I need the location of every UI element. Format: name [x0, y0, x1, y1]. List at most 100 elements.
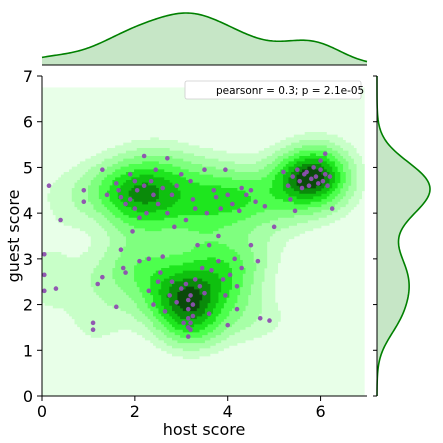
scatter-point	[207, 311, 212, 316]
scatter-point	[318, 167, 323, 172]
scatter-point	[195, 243, 200, 248]
scatter-point	[100, 167, 105, 172]
scatter-point	[186, 307, 191, 312]
scatter-point	[119, 195, 124, 200]
scatter-point	[100, 275, 105, 280]
scatter-point	[249, 243, 254, 248]
scatter-point	[237, 209, 242, 214]
scatter-point	[202, 167, 207, 172]
scatter-point	[311, 165, 316, 170]
scatter-point	[151, 302, 156, 307]
scatter-point	[160, 186, 165, 191]
scatter-point	[318, 158, 323, 163]
scatter-point	[186, 316, 191, 321]
scatter-point	[142, 154, 147, 159]
scatter-point	[54, 286, 59, 291]
scatter-point	[186, 334, 191, 339]
scatter-point	[156, 202, 161, 207]
scatter-point	[137, 259, 142, 264]
scatter-point	[47, 183, 52, 188]
scatter-point	[307, 183, 312, 188]
scatter-point	[42, 289, 47, 294]
scatter-point	[153, 167, 158, 172]
scatter-point	[330, 206, 335, 211]
scatter-point	[223, 293, 228, 298]
scatter-point	[235, 284, 240, 289]
y-tick-label: 6	[23, 113, 33, 132]
scatter-point	[216, 234, 221, 239]
scatter-point	[198, 284, 203, 289]
scatter-point	[42, 273, 47, 278]
scatter-point	[290, 174, 295, 179]
scatter-point	[167, 293, 172, 298]
scatter-point	[258, 316, 263, 321]
legend: pearsonr = 0.3; p = 2.1e-05	[185, 81, 364, 99]
scatter-point	[160, 254, 165, 259]
scatter-point	[81, 188, 86, 193]
scatter-point	[207, 243, 212, 248]
scatter-point	[128, 172, 133, 177]
scatter-point	[191, 197, 196, 202]
right-marginal-ticks	[373, 76, 377, 396]
scatter-point	[130, 229, 135, 234]
scatter-point	[105, 193, 110, 198]
y-tick-label: 5	[23, 158, 33, 177]
scatter-point	[121, 266, 126, 271]
top-marginal-fill	[42, 13, 367, 65]
scatter-point	[133, 179, 138, 184]
scatter-point	[244, 193, 249, 198]
scatter-point	[295, 167, 300, 172]
scatter-point	[223, 167, 228, 172]
scatter-point	[304, 170, 309, 175]
scatter-point	[321, 179, 326, 184]
scatter-point	[225, 323, 230, 328]
y-tick-label: 3	[23, 250, 33, 269]
scatter-point	[128, 197, 133, 202]
scatter-point	[214, 195, 219, 200]
scatter-point	[184, 218, 189, 223]
scatter-point	[286, 183, 291, 188]
scatter-point	[163, 309, 168, 314]
scatter-point	[253, 199, 258, 204]
scatter-point	[323, 151, 328, 156]
scatter-point	[323, 172, 328, 177]
scatter-point	[170, 279, 175, 284]
scatter-point	[165, 156, 170, 161]
scatter-point	[91, 327, 96, 332]
scatter-point	[193, 206, 198, 211]
right-marginal-kde	[377, 76, 430, 396]
scatter-point	[249, 188, 254, 193]
scatter-point	[142, 183, 147, 188]
scatter-point	[316, 181, 321, 186]
scatter-point	[228, 273, 233, 278]
scatter-point	[123, 202, 128, 207]
scatter-point	[81, 199, 86, 204]
scatter-point	[218, 206, 223, 211]
main-plot-area	[42, 76, 367, 396]
scatter-point	[225, 193, 230, 198]
scatter-point	[91, 321, 96, 326]
scatter-point	[221, 277, 226, 282]
y-tick-label: 2	[23, 296, 33, 315]
x-axis-ticks: 0 2 4 6	[37, 396, 326, 421]
scatter-point	[272, 225, 277, 230]
scatter-point	[188, 293, 193, 298]
scatter-point	[188, 321, 193, 326]
scatter-point	[133, 206, 138, 211]
scatter-point	[202, 291, 207, 296]
scatter-point	[193, 277, 198, 282]
scatter-point	[216, 259, 221, 264]
scatter-point	[300, 186, 305, 191]
scatter-point	[116, 188, 121, 193]
scatter-point	[186, 298, 191, 303]
scatter-point	[191, 302, 196, 307]
scatter-point	[191, 314, 196, 319]
scatter-point	[179, 286, 184, 291]
scatter-point	[146, 257, 151, 262]
scatter-point	[158, 270, 163, 275]
y-axis-ticks: 0 1 2 3 4 5 6 7	[23, 67, 42, 406]
x-tick-label: 0	[37, 402, 47, 421]
y-axis-label: guest score	[4, 190, 23, 283]
scatter-point	[172, 225, 177, 230]
